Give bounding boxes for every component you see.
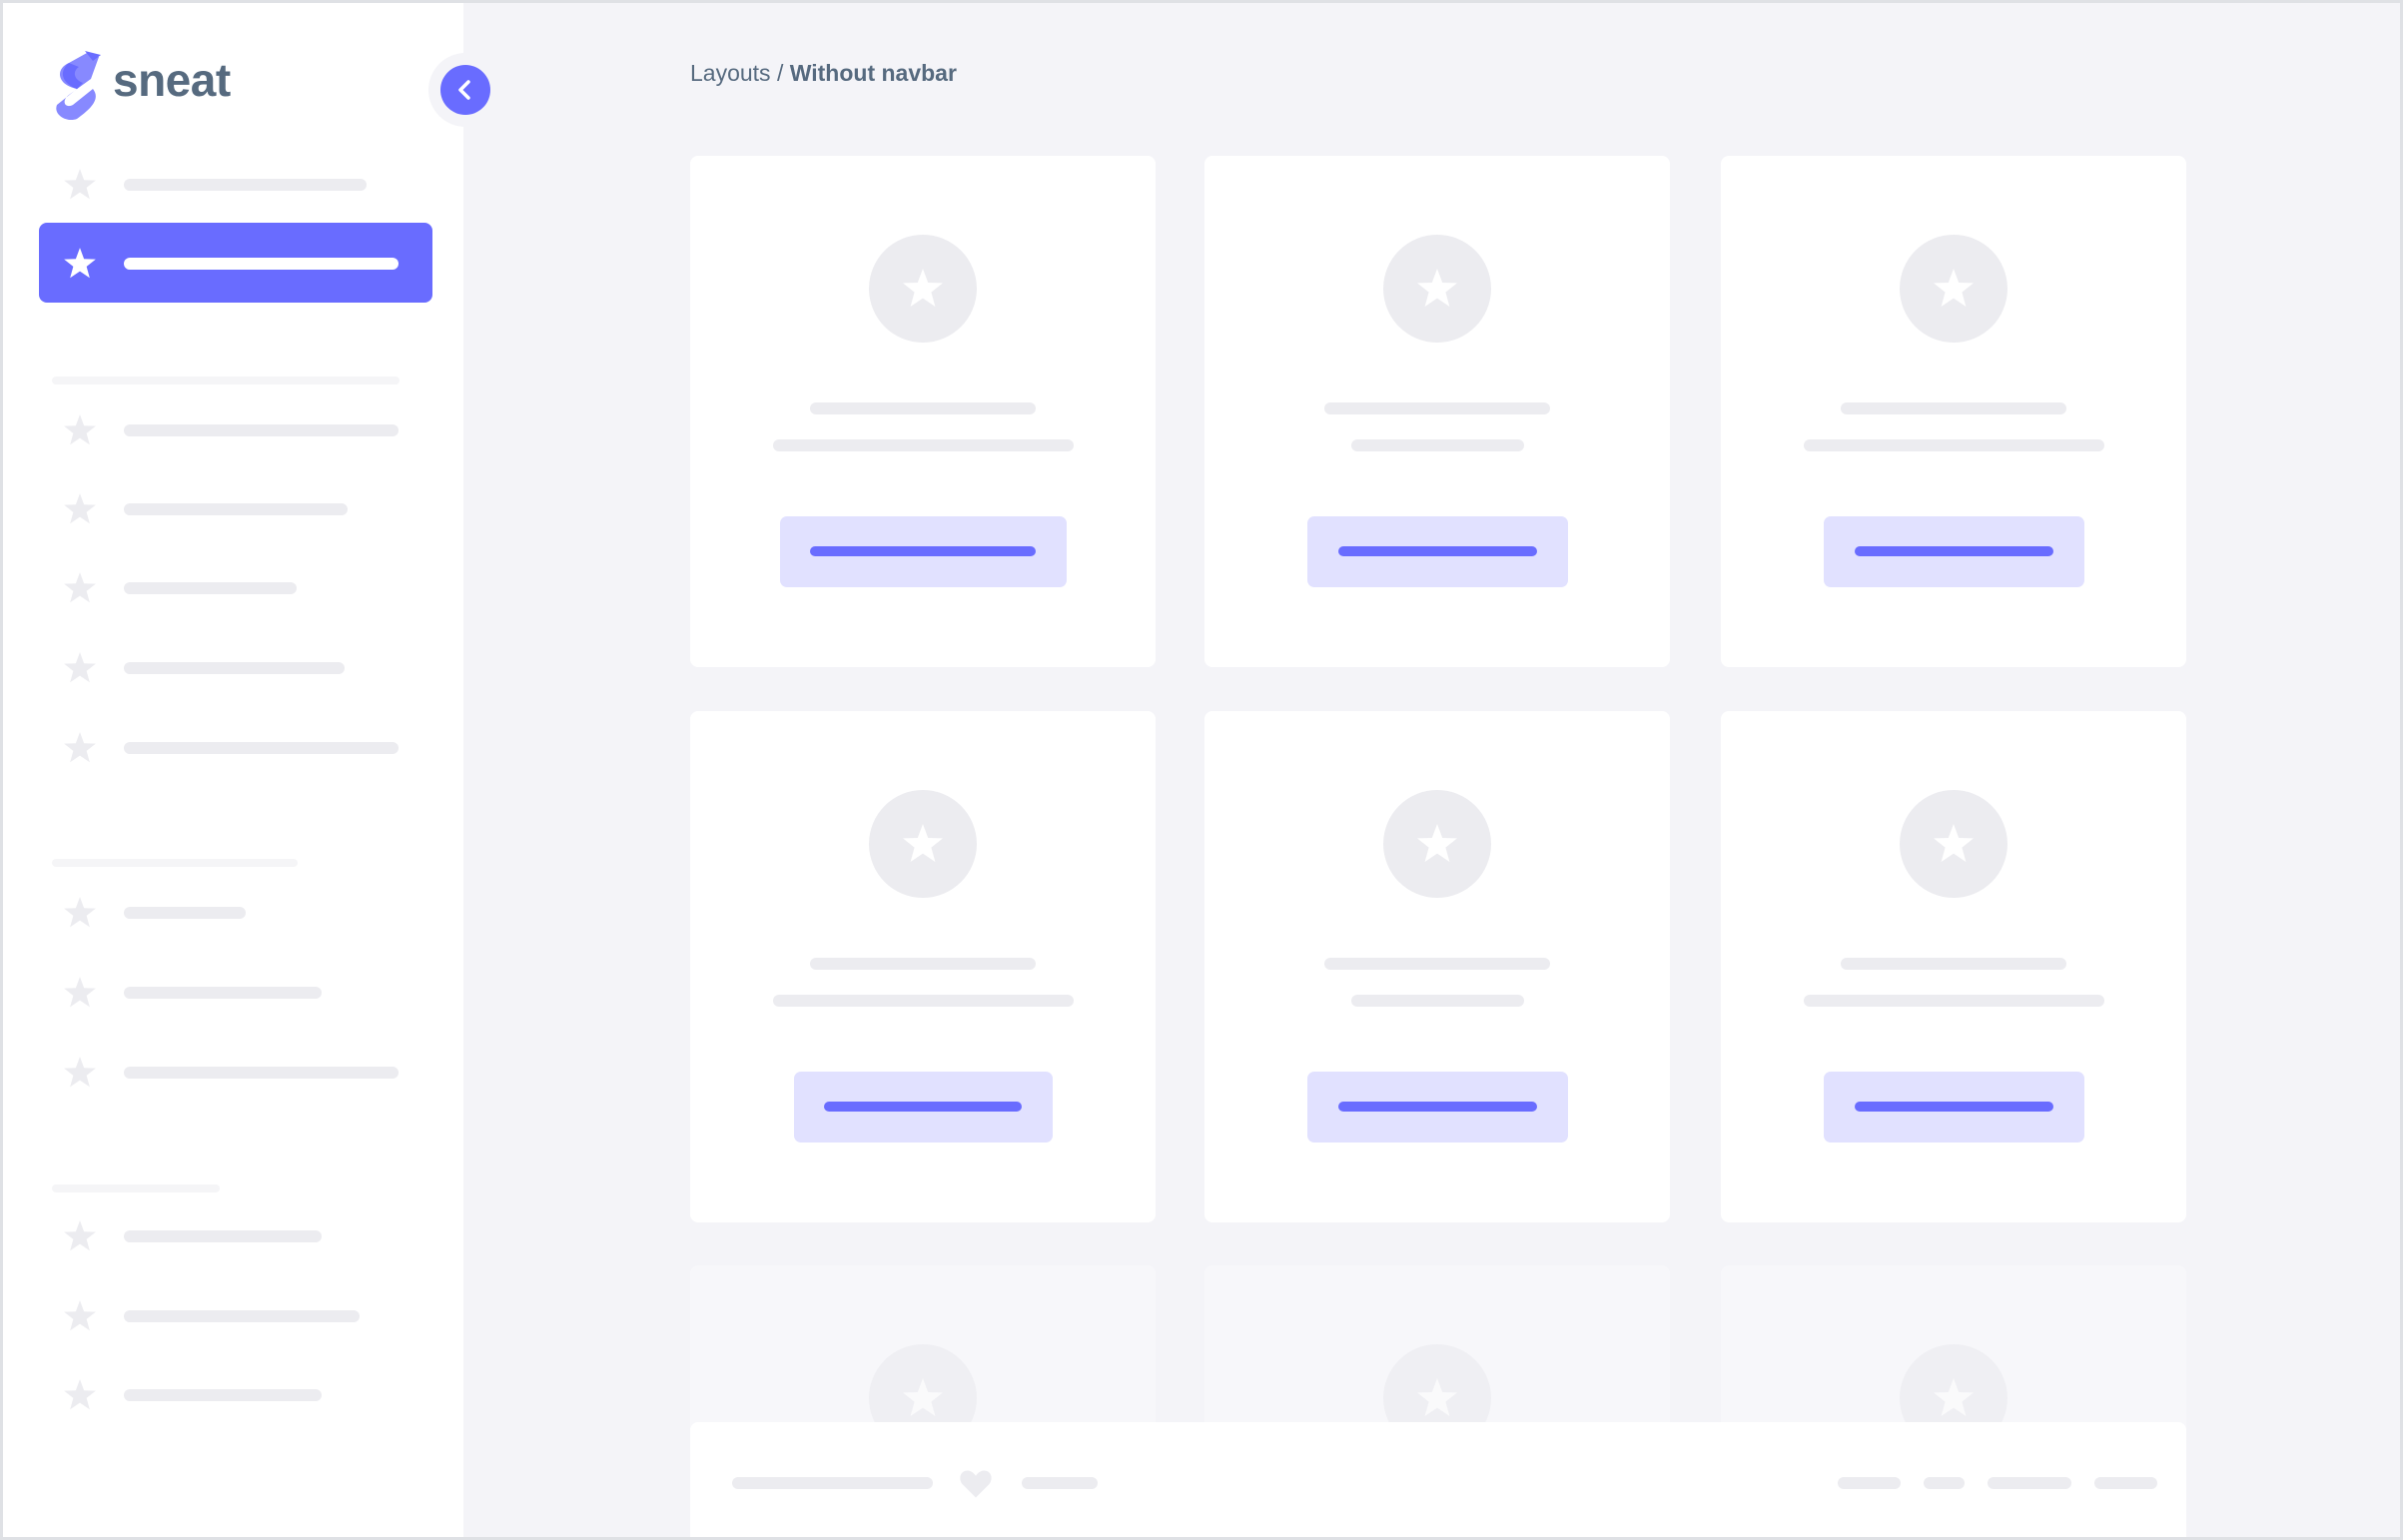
card-button-label-placeholder [824,1102,1022,1112]
heart-icon [960,1470,992,1498]
star-icon [1417,824,1457,862]
sidebar-item-label-placeholder [124,503,348,515]
brand-name: sneat [113,54,231,106]
card-action-button[interactable] [1823,1072,2084,1143]
star-icon [64,1057,96,1088]
footer-link-placeholder[interactable] [1988,1477,2071,1489]
card-text-placeholder [1803,995,2104,1007]
breadcrumb-parent[interactable]: Layouts [690,60,771,86]
card [1204,156,1670,667]
card-avatar [1383,235,1491,343]
card [690,711,1156,1222]
star-icon [64,169,96,200]
card [1204,711,1670,1222]
sidebar-section-divider [52,859,298,867]
card-title-placeholder [1324,402,1550,414]
card-action-button[interactable] [1306,516,1568,587]
sidebar-item-label-placeholder [124,179,367,191]
card-title-placeholder [1841,402,2066,414]
star-icon [64,1379,96,1410]
sidebar-section-divider [52,377,400,385]
star-icon [64,1300,96,1331]
card-avatar [1900,235,2007,343]
star-icon [903,269,943,307]
footer-text-placeholder [732,1477,933,1489]
card-avatar [869,235,977,343]
card-text-placeholder [1350,439,1524,451]
card-button-label-placeholder [810,546,1036,556]
card-title-placeholder [810,958,1036,970]
card-action-button[interactable] [779,516,1067,587]
star-icon [1934,824,1974,862]
card-action-button[interactable] [1306,1072,1568,1143]
sidebar-item-label-placeholder [124,1389,322,1401]
card-button-label-placeholder [1854,1102,2053,1112]
star-icon [64,977,96,1008]
footer-link-placeholder[interactable] [1838,1477,1901,1489]
star-icon [1934,1378,1974,1416]
footer-link-placeholder[interactable] [2094,1477,2157,1489]
sidebar-item-label-placeholder [124,987,322,999]
card [1721,711,2186,1222]
star-icon [1934,269,1974,307]
footer [690,1422,2186,1537]
star-icon [64,1220,96,1251]
sidebar-item-label-placeholder [124,582,297,594]
star-icon [1417,269,1457,307]
star-icon [64,652,96,683]
star-icon [903,824,943,862]
sidebar-item-label-placeholder [124,907,246,919]
footer-link-placeholder[interactable] [1022,1477,1098,1489]
sidebar-item-label-placeholder [124,662,345,674]
sneat-logo-icon [56,51,101,121]
footer-link-placeholder[interactable] [1924,1477,1965,1489]
card-button-label-placeholder [1337,546,1537,556]
card-text-placeholder [772,439,1074,451]
card-title-placeholder [1324,958,1550,970]
card-text-placeholder [772,995,1074,1007]
card [690,156,1156,667]
card-avatar [1900,790,2007,898]
card-avatar [1383,790,1491,898]
star-icon [903,1378,943,1416]
star-icon [1417,1378,1457,1416]
card-avatar [869,790,977,898]
breadcrumb-current: Without navbar [789,60,957,86]
card-text-placeholder [1803,439,2104,451]
sidebar: sneat [3,3,463,1537]
star-icon [64,897,96,928]
card-action-button[interactable] [793,1072,1053,1143]
card-title-placeholder [1841,958,2066,970]
star-icon [64,493,96,524]
sidebar-item-label-placeholder [124,1067,399,1079]
sidebar-item-label-placeholder [124,1230,322,1242]
sidebar-item-label-placeholder [124,258,399,270]
breadcrumb: Layouts / Without navbar [690,60,957,87]
star-icon [64,248,96,279]
sidebar-item-label-placeholder [124,424,399,436]
collapse-sidebar-button[interactable] [440,65,490,115]
sidebar-item-label-placeholder [124,742,399,754]
star-icon [64,572,96,603]
card-text-placeholder [1350,995,1524,1007]
card-button-label-placeholder [1337,1102,1537,1112]
sidebar-item-label-placeholder [124,1310,360,1322]
breadcrumb-separator: / [770,60,790,86]
chevron-left-icon [458,80,470,100]
card-button-label-placeholder [1854,546,2053,556]
star-icon [64,732,96,763]
card-action-button[interactable] [1823,516,2084,587]
sidebar-section-divider [52,1184,220,1192]
star-icon [64,414,96,445]
card-title-placeholder [810,402,1036,414]
card [1721,156,2186,667]
